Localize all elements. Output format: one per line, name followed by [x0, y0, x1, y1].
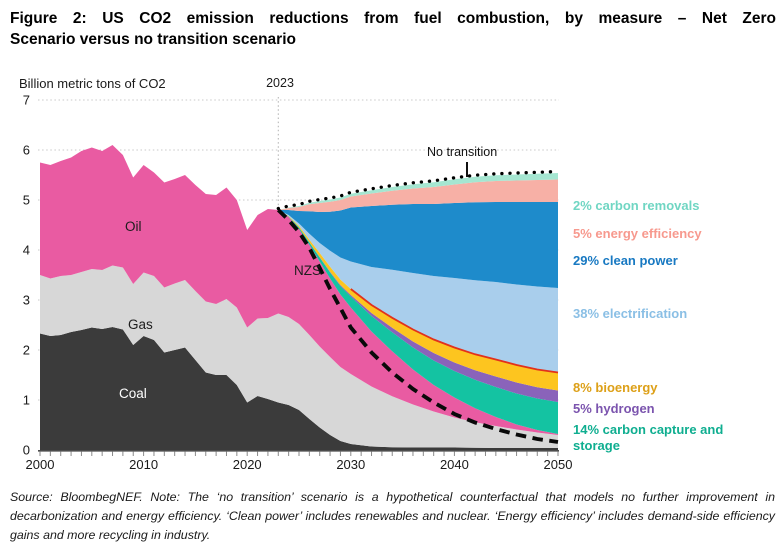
svg-text:3: 3 — [23, 293, 30, 308]
svg-text:2010: 2010 — [129, 457, 158, 472]
svg-text:1: 1 — [23, 393, 30, 408]
legend-hydrogen: 5% hydrogen — [573, 401, 655, 416]
vline-year-label: 2023 — [266, 76, 294, 90]
svg-text:4: 4 — [23, 243, 30, 258]
svg-text:2: 2 — [23, 343, 30, 358]
no-transition-pointer-line — [466, 162, 468, 177]
figure-title-line2: Scenario versus no transition scenario — [10, 31, 296, 48]
legend-electrification: 38% electrification — [573, 306, 688, 321]
legend-bioenergy: 8% bioenergy — [573, 380, 658, 395]
svg-text:7: 7 — [23, 93, 30, 108]
legend-carbon-capture-storage: 14% carbon capture and storage — [573, 422, 724, 453]
svg-text:2020: 2020 — [233, 457, 262, 472]
svg-text:0: 0 — [23, 443, 30, 458]
emissions-stacked-area-chart: 0 1 2 3 4 5 6 7 2000 2010 2020 2030 2040 2050 — [23, 93, 573, 473]
svg-text:2050: 2050 — [544, 457, 573, 472]
oil-area-label: Oil — [125, 219, 142, 234]
source-note: Source: BloombegNEF. Note: The ‘no trans… — [10, 490, 775, 542]
legend-energy-efficiency: 5% energy efficiency — [573, 226, 702, 241]
svg-text:2030: 2030 — [336, 457, 365, 472]
figure-title-line1: Figure 2: US CO2 emission reductions fro… — [10, 10, 776, 27]
legend-carbon-removals: 2% carbon removals — [573, 198, 700, 213]
svg-text:2000: 2000 — [26, 457, 55, 472]
legend-clean-power: 29% clean power — [573, 253, 678, 268]
y-axis-title: Billion metric tons of CO2 — [19, 76, 166, 91]
svg-text:6: 6 — [23, 143, 30, 158]
svg-text:2040: 2040 — [440, 457, 469, 472]
gas-area-label: Gas — [128, 317, 153, 332]
no-transition-label: No transition — [427, 145, 498, 159]
svg-text:5: 5 — [23, 193, 30, 208]
coal-area-label: Coal — [119, 386, 147, 401]
nzs-line-label: NZS — [294, 263, 321, 278]
